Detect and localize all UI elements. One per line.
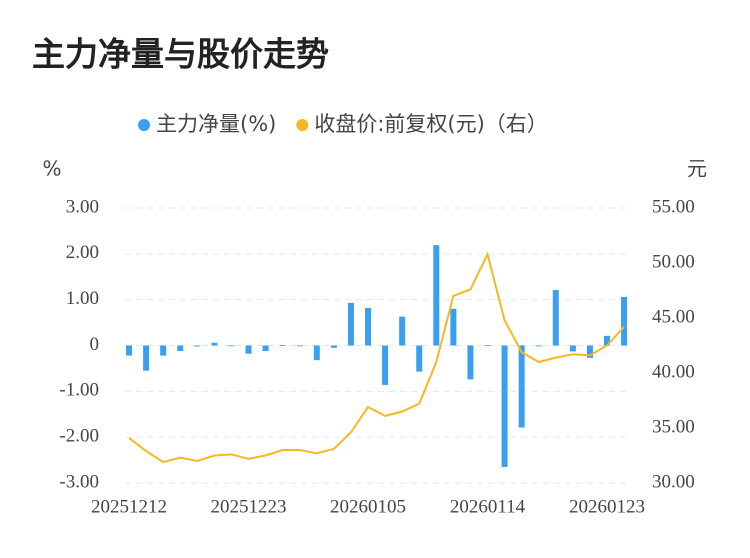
bar xyxy=(330,345,337,348)
x-tick-label: 20260114 xyxy=(450,496,526,517)
bar xyxy=(177,345,184,351)
x-tick-label: 20251223 xyxy=(211,496,287,517)
y-tick-label: -3.00 xyxy=(59,471,99,492)
bar xyxy=(365,307,372,346)
legend-label: 主力净量(%) xyxy=(156,112,276,136)
y-tick-label: -1.00 xyxy=(59,380,99,401)
y-tick-label: 0 xyxy=(90,334,100,355)
bar xyxy=(484,345,491,346)
y2-tick-label: 45.00 xyxy=(652,306,695,327)
bar xyxy=(143,345,150,371)
bar xyxy=(535,345,542,347)
y-tick-label: 1.00 xyxy=(66,288,99,309)
x-tick-label: 20251212 xyxy=(91,496,167,517)
y2-tick-label: 40.00 xyxy=(652,361,695,382)
y-axis-unit: % xyxy=(42,157,61,181)
bar xyxy=(228,345,235,347)
bar xyxy=(347,302,354,346)
bar xyxy=(416,345,423,372)
bar xyxy=(518,345,525,428)
bar xyxy=(194,345,201,347)
price-line xyxy=(128,251,625,464)
bar xyxy=(433,245,440,346)
bar xyxy=(160,345,167,356)
bar xyxy=(467,345,474,380)
bar xyxy=(262,345,269,351)
x-tick-label: 20260123 xyxy=(569,496,645,517)
y2-tick-label: 35.00 xyxy=(652,416,695,437)
y2-axis-unit: 元 xyxy=(687,157,707,181)
bar xyxy=(245,345,252,354)
bar xyxy=(586,345,593,358)
chart-title: 主力净量与股价走势 xyxy=(32,35,329,74)
bar xyxy=(621,296,628,346)
y-tick-label: 2.00 xyxy=(66,242,99,263)
bar xyxy=(569,345,576,352)
bar xyxy=(552,290,559,346)
x-tick-label: 20260105 xyxy=(330,496,406,517)
bar xyxy=(126,345,133,356)
bar xyxy=(296,345,303,347)
bar xyxy=(450,308,457,346)
bar xyxy=(603,335,610,346)
y2-tick-label: 30.00 xyxy=(652,471,695,492)
bar xyxy=(501,345,508,467)
bar xyxy=(313,345,320,361)
bar xyxy=(382,345,389,385)
legend-marker xyxy=(138,119,150,131)
y2-tick-label: 55.00 xyxy=(652,196,695,217)
legend-label: 收盘价:前复权(元)（右） xyxy=(314,112,547,136)
legend-marker xyxy=(296,119,309,131)
y-tick-label: 3.00 xyxy=(66,196,99,217)
y-tick-label: -2.00 xyxy=(59,426,99,447)
bar xyxy=(211,342,218,346)
bar xyxy=(399,316,406,346)
y2-tick-label: 50.00 xyxy=(652,251,695,272)
bar xyxy=(279,345,286,346)
